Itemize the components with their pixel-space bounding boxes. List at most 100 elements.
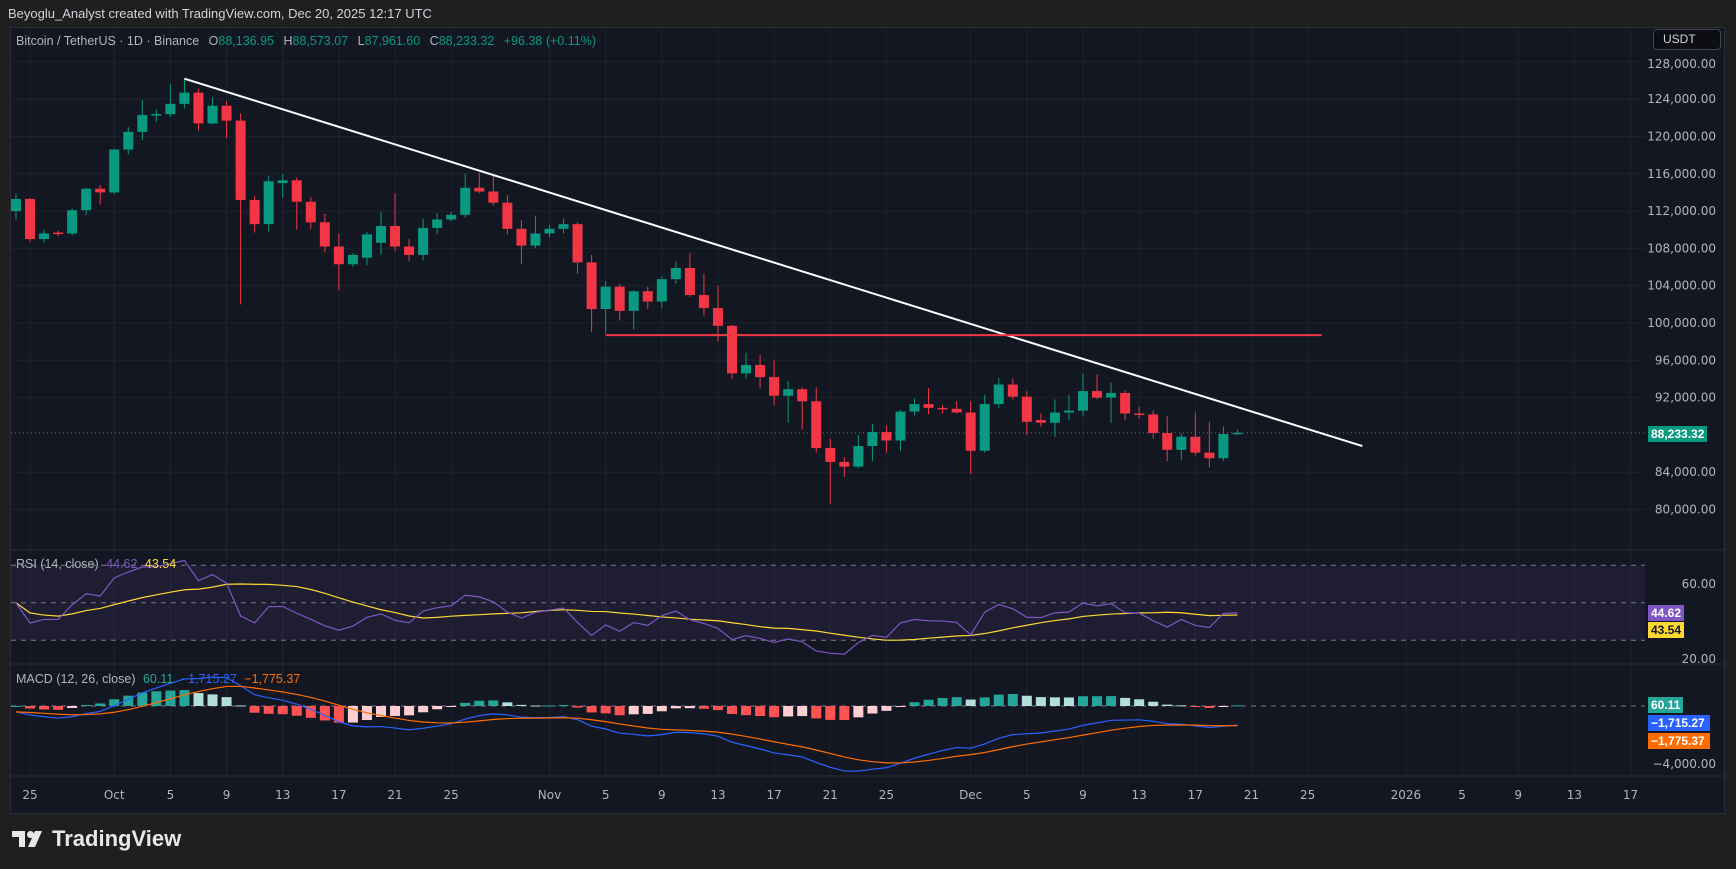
candle — [1190, 412, 1201, 456]
time-tick-label: 5 — [1023, 788, 1031, 802]
candles-group — [11, 78, 1243, 504]
candle-body — [263, 181, 274, 225]
macd-histogram-bar — [446, 706, 457, 707]
rsi-ma-value: 43.54 — [144, 557, 177, 571]
macd-histogram-bar — [179, 690, 190, 706]
candle-body — [783, 389, 794, 396]
candle-body — [137, 115, 148, 132]
chart-frame[interactable] — [10, 27, 1725, 814]
rsi-title[interactable]: RSI (14, close) — [16, 557, 99, 571]
time-tick-label: 13 — [1132, 788, 1147, 802]
trendline — [184, 77, 1363, 448]
candle — [614, 283, 625, 321]
candle — [249, 196, 260, 233]
candle — [586, 254, 597, 333]
change-value: +96.38 (+0.11%) — [503, 34, 596, 48]
time-tick-label: 9 — [1514, 788, 1522, 802]
close-value: 88,233.32 — [438, 34, 495, 48]
candle-body — [572, 224, 583, 263]
candle-body — [642, 291, 653, 302]
candle-body — [656, 279, 667, 302]
candle — [67, 208, 78, 236]
candle-body — [25, 198, 35, 240]
macd-histogram-bar — [572, 706, 583, 708]
macd-histogram-bar — [684, 706, 695, 709]
candle — [741, 352, 752, 379]
macd-histogram-bar — [460, 702, 471, 706]
candle-body — [193, 92, 204, 124]
rsi-value: 44.62 — [106, 557, 138, 571]
macd-line-value: −1,715.27 — [180, 672, 237, 686]
macd-histogram-bar — [390, 706, 401, 716]
tradingview-logo[interactable]: TradingView — [12, 826, 181, 852]
symbol-legend: Bitcoin / TetherUS · 1D · Binance O88,13… — [16, 34, 596, 48]
macd-histogram-bar — [1218, 706, 1229, 707]
macd-histogram-bar — [319, 706, 330, 721]
candle-body — [1190, 436, 1201, 453]
macd-histogram-bar — [95, 703, 106, 706]
macd-histogram-bar — [895, 706, 906, 707]
time-tick-label: Nov — [538, 788, 561, 802]
price-tick-label: 116,000.00 — [1647, 167, 1716, 181]
macd-histogram-bar — [502, 702, 513, 706]
macd-histogram-bar — [628, 706, 639, 715]
candle-body — [1106, 392, 1117, 398]
high-label: H — [283, 34, 293, 48]
candle — [432, 212, 443, 235]
macd-histogram-bar — [558, 705, 569, 707]
candle-body — [123, 131, 134, 150]
macd-histogram-bar — [825, 706, 836, 720]
candle-body — [221, 105, 232, 121]
macd-histogram-bar — [1049, 697, 1060, 706]
rsi-legend: RSI (14, close) 44.62 43.54 — [16, 557, 176, 571]
macd-title[interactable]: MACD (12, 26, close) — [16, 672, 136, 686]
candle — [993, 378, 1004, 408]
candle — [642, 286, 653, 310]
macd-histogram-bar — [1134, 699, 1145, 706]
candle-body — [277, 180, 288, 184]
macd-histogram-bar — [11, 706, 21, 707]
candle-body — [109, 149, 120, 193]
candle — [333, 233, 344, 291]
candle — [656, 276, 667, 309]
tradingview-logo-icon — [12, 831, 42, 847]
macd-histogram-bar — [53, 706, 64, 710]
time-tick-label: 13 — [1567, 788, 1582, 802]
candle-body — [530, 233, 541, 246]
symbol-title[interactable]: Bitcoin / TetherUS · 1D · Binance — [16, 34, 200, 48]
candle — [1204, 421, 1215, 468]
candle-body — [825, 447, 836, 462]
candle — [937, 405, 948, 414]
macd-histogram-bar — [853, 706, 864, 718]
macd-histogram-bar — [712, 706, 723, 711]
price-tick-label: 128,000.00 — [1647, 57, 1716, 71]
candle — [698, 273, 709, 316]
macd-histogram-bar — [937, 698, 948, 706]
macd-histogram-bar — [263, 706, 274, 714]
candle — [881, 425, 892, 453]
macd-histogram-bar — [670, 706, 681, 709]
macd-histogram-bar — [979, 697, 990, 706]
macd-histogram-bar — [277, 706, 288, 715]
candle-body — [207, 105, 218, 124]
candle-body — [81, 188, 92, 211]
candle-body — [151, 114, 162, 116]
candle-body — [741, 364, 752, 374]
price-tick-label: 96,000.00 — [1655, 353, 1716, 367]
candle — [600, 281, 611, 334]
macd-histogram-bar — [530, 705, 541, 707]
candle — [628, 290, 639, 330]
macd-histogram-bar — [797, 706, 808, 717]
low-value: 87,961.60 — [364, 34, 421, 48]
macd-histogram-bar — [656, 706, 667, 712]
time-tick-label: 5 — [602, 788, 610, 802]
candle-body — [305, 201, 316, 223]
macd-axis-label: −4,000.00 — [1653, 757, 1717, 771]
currency-button[interactable]: USDT — [1653, 29, 1721, 50]
candle-body — [628, 291, 639, 311]
macd-histogram-bar — [727, 706, 737, 715]
candle-body — [909, 404, 920, 412]
candle-body — [1162, 433, 1173, 450]
price-tick-label: 92,000.00 — [1655, 391, 1716, 405]
